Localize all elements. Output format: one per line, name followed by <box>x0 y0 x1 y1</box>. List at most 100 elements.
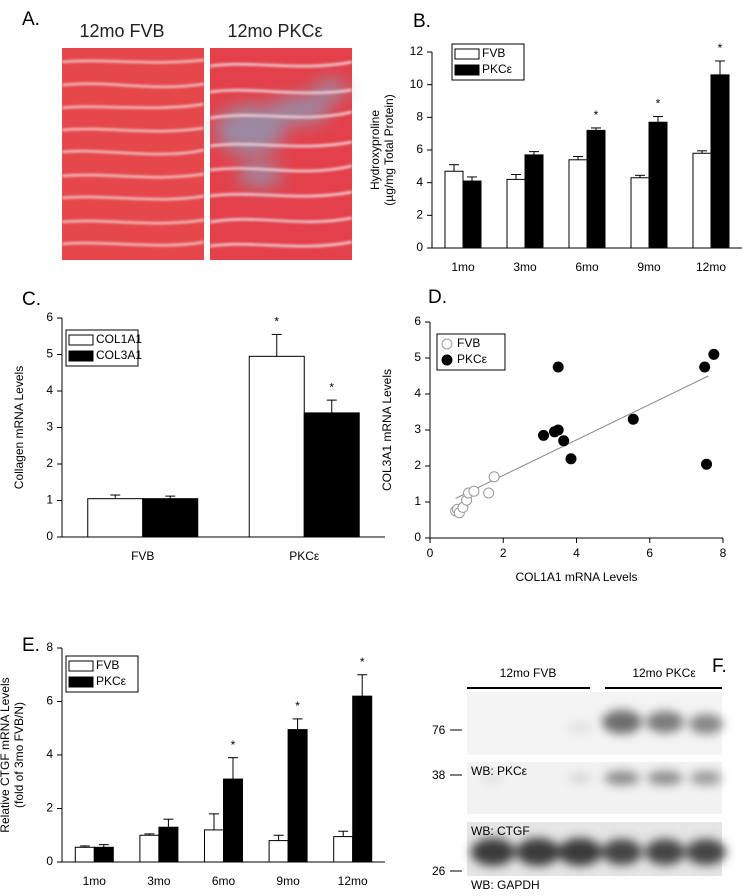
y-tick-label: 1 <box>46 493 53 507</box>
bar <box>692 152 712 249</box>
y-tick-label: 1 <box>414 494 421 508</box>
bar <box>352 695 373 863</box>
bar <box>630 177 650 249</box>
y-tick-label: 3 <box>414 422 421 436</box>
x-tick-label: 12mo <box>696 260 726 274</box>
legend-swatch <box>441 354 453 366</box>
legend-swatch <box>68 676 94 688</box>
point <box>552 361 564 373</box>
legend-swatch <box>68 660 94 672</box>
x-tick-label: 6 <box>646 546 653 560</box>
size-marker: 26 <box>432 864 446 878</box>
x-tick-label: 3mo <box>513 260 537 274</box>
bar <box>586 129 606 249</box>
legend-swatch <box>454 48 480 60</box>
panel-label: E. <box>22 635 40 656</box>
blot-label: WB: GAPDH <box>471 878 540 892</box>
x-tick-label: 9mo <box>276 874 300 888</box>
bar <box>223 778 243 863</box>
point <box>701 458 713 470</box>
panel-label: D. <box>428 287 447 308</box>
x-tick-label: PKCε <box>289 549 320 563</box>
bar <box>158 826 179 863</box>
point <box>708 348 720 360</box>
y-tick-label: 5 <box>46 347 53 361</box>
bar <box>710 74 730 249</box>
y-tick-label: 2 <box>46 801 53 815</box>
legend-label: PKCε <box>96 674 127 688</box>
x-tick-label: 6mo <box>212 874 236 888</box>
point <box>565 453 577 465</box>
y-tick-label: 6 <box>416 142 423 156</box>
y-tick-label: 0 <box>416 240 423 254</box>
point <box>627 413 639 425</box>
bar <box>93 846 114 863</box>
significance-marker: * <box>656 97 661 111</box>
significance-marker: * <box>360 655 365 669</box>
image-label: 12mo PKCε <box>227 21 322 41</box>
significance-marker: * <box>295 699 300 713</box>
x-tick-label: 12mo <box>338 874 368 888</box>
y-axis-label: (fold of 3mo FVB/N) <box>12 702 26 808</box>
y-tick-label: 4 <box>414 386 421 400</box>
y-tick-label: 0 <box>414 530 421 544</box>
blot-label: WB: PKCε <box>471 764 528 778</box>
bar <box>648 121 668 249</box>
group-label: 12mo PKCε <box>632 666 696 680</box>
y-tick-label: 5 <box>414 350 421 364</box>
bar <box>139 834 160 863</box>
group-label: 12mo FVB <box>500 666 557 680</box>
point <box>483 487 495 499</box>
blot-label: WB: CTGF <box>471 824 530 838</box>
legend-label: FVB <box>457 336 480 350</box>
y-tick-label: 2 <box>46 456 53 470</box>
x-tick-label: 8 <box>720 546 727 560</box>
point <box>468 485 480 497</box>
x-tick-label: 3mo <box>147 874 171 888</box>
bar <box>333 836 354 863</box>
legend-label: FVB <box>482 46 505 60</box>
legend-label: COL1A1 <box>96 332 142 346</box>
y-tick-label: 0 <box>46 854 53 868</box>
size-marker: 76 <box>432 723 446 737</box>
significance-marker: * <box>718 41 723 55</box>
y-tick-label: 4 <box>416 175 423 189</box>
y-axis-label: Collagen mRNA Levels <box>12 366 26 489</box>
x-tick-label: 2 <box>500 546 507 560</box>
significance-marker: * <box>329 380 334 394</box>
point <box>538 429 550 441</box>
bar <box>287 729 308 863</box>
legend-label: PKCε <box>457 352 488 366</box>
bar <box>74 846 95 863</box>
blot <box>467 762 722 814</box>
histology-pkce <box>209 48 353 260</box>
point <box>552 424 564 436</box>
y-tick-label: 2 <box>416 208 423 222</box>
image-label: 12mo FVB <box>79 21 164 41</box>
x-tick-label: FVB <box>131 549 154 563</box>
y-tick-label: 12 <box>410 44 424 58</box>
y-axis-label: (µg/mg Total Protein) <box>382 94 396 205</box>
legend-label: PKCε <box>482 62 513 76</box>
bar <box>248 355 305 538</box>
y-tick-label: 6 <box>46 310 53 324</box>
y-tick-label: 2 <box>414 458 421 472</box>
panel-a: A. 12mo FVB 12mo PKCε <box>22 9 353 260</box>
x-axis-label: COL1A1 mRNA Levels <box>515 570 637 584</box>
panel-label: A. <box>22 9 40 30</box>
significance-marker: * <box>594 108 599 122</box>
bar <box>87 498 144 538</box>
y-axis-label: Hydroxyproline <box>368 110 382 190</box>
bar <box>524 154 544 249</box>
panel-label: F. <box>712 656 727 677</box>
legend-label: FVB <box>96 658 119 672</box>
bar <box>568 159 588 249</box>
size-marker: 38 <box>432 768 446 782</box>
y-tick-label: 3 <box>46 420 53 434</box>
x-tick-label: 4 <box>573 546 580 560</box>
point <box>558 435 570 447</box>
legend-label: COL3A1 <box>96 348 142 362</box>
point <box>488 471 500 483</box>
bar <box>303 412 360 538</box>
x-tick-label: 9mo <box>637 260 661 274</box>
